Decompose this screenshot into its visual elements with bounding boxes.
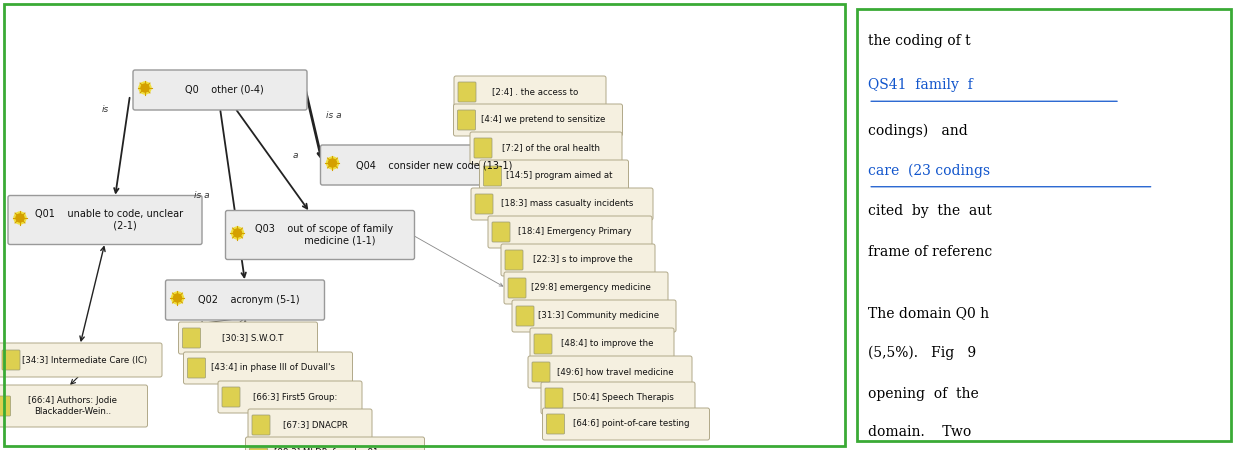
Text: is a: is a [326, 111, 342, 120]
FancyBboxPatch shape [492, 222, 510, 242]
FancyBboxPatch shape [133, 70, 307, 110]
FancyBboxPatch shape [508, 278, 527, 298]
FancyBboxPatch shape [166, 280, 325, 320]
FancyBboxPatch shape [7, 195, 202, 244]
Text: The domain Q0 h: The domain Q0 h [869, 306, 990, 320]
FancyBboxPatch shape [546, 414, 565, 434]
FancyBboxPatch shape [249, 448, 268, 450]
FancyBboxPatch shape [222, 387, 240, 407]
FancyBboxPatch shape [453, 104, 622, 136]
FancyBboxPatch shape [183, 352, 353, 384]
FancyBboxPatch shape [475, 194, 493, 214]
FancyBboxPatch shape [534, 334, 553, 354]
Text: [64:6] point-of-care testing: [64:6] point-of-care testing [572, 419, 689, 428]
Circle shape [171, 292, 183, 304]
Circle shape [141, 84, 149, 92]
FancyBboxPatch shape [2, 350, 20, 370]
Text: codings)   and: codings) and [869, 123, 968, 138]
FancyBboxPatch shape [187, 358, 206, 378]
FancyBboxPatch shape [530, 328, 674, 360]
FancyBboxPatch shape [479, 160, 628, 192]
Text: Q0    other (0-4): Q0 other (0-4) [185, 85, 264, 95]
Text: [14:5] program aimed at: [14:5] program aimed at [506, 171, 612, 180]
FancyBboxPatch shape [225, 211, 415, 260]
FancyBboxPatch shape [541, 382, 695, 414]
Text: [43:4] in phase III of Duvall's: [43:4] in phase III of Duvall's [211, 364, 335, 373]
Text: [31:3] Community medicine: [31:3] Community medicine [539, 311, 659, 320]
Text: [4:4] we pretend to sensitize: [4:4] we pretend to sensitize [481, 116, 605, 125]
Text: domain.    Two: domain. Two [869, 425, 971, 439]
FancyBboxPatch shape [458, 82, 476, 102]
FancyBboxPatch shape [457, 110, 476, 130]
Circle shape [16, 214, 24, 222]
FancyBboxPatch shape [321, 145, 539, 185]
Text: is a: is a [195, 190, 209, 199]
FancyBboxPatch shape [218, 381, 362, 413]
FancyBboxPatch shape [245, 437, 425, 450]
Text: a: a [292, 151, 297, 160]
FancyBboxPatch shape [528, 356, 693, 388]
FancyBboxPatch shape [488, 216, 652, 248]
Text: the coding of t: the coding of t [869, 33, 971, 48]
FancyBboxPatch shape [248, 409, 372, 441]
FancyBboxPatch shape [475, 138, 492, 158]
Text: [66:4] Authors: Jodie
Blackadder-Wein..: [66:4] Authors: Jodie Blackadder-Wein.. [28, 396, 118, 416]
Text: [49:6] how travel medicine: [49:6] how travel medicine [556, 368, 673, 377]
Circle shape [173, 294, 181, 302]
Circle shape [327, 157, 338, 169]
Text: (5,5%).   Fig   9: (5,5%). Fig 9 [869, 346, 976, 360]
Text: [30:3] S.W.O.T: [30:3] S.W.O.T [222, 333, 284, 342]
FancyBboxPatch shape [543, 408, 710, 440]
FancyBboxPatch shape [178, 322, 317, 354]
Text: [18:3] mass casualty incidents: [18:3] mass casualty incidents [501, 199, 633, 208]
Text: [88:3] MLDP, female, 81 years
        old, pr..: [88:3] MLDP, female, 81 years old, pr.. [275, 448, 405, 450]
Text: is: is [102, 105, 109, 114]
Text: [34:3] Intermediate Care (IC): [34:3] Intermediate Care (IC) [22, 356, 147, 364]
Text: [48:4] to improve the: [48:4] to improve the [561, 339, 653, 348]
FancyBboxPatch shape [504, 272, 668, 304]
Circle shape [14, 212, 26, 224]
FancyBboxPatch shape [0, 343, 162, 377]
FancyBboxPatch shape [252, 415, 270, 435]
Circle shape [232, 227, 244, 239]
FancyBboxPatch shape [471, 188, 653, 220]
Circle shape [139, 82, 151, 94]
FancyBboxPatch shape [483, 166, 502, 186]
Circle shape [233, 229, 242, 237]
Text: opening  of  the: opening of the [869, 387, 979, 401]
FancyBboxPatch shape [501, 244, 655, 276]
Text: [7:2] of the oral health: [7:2] of the oral health [502, 144, 600, 153]
FancyBboxPatch shape [0, 396, 10, 416]
FancyBboxPatch shape [515, 306, 534, 326]
Text: QS41  family  f: QS41 family f [869, 78, 973, 93]
FancyBboxPatch shape [532, 362, 550, 382]
Text: [18:4] Emergency Primary: [18:4] Emergency Primary [518, 228, 632, 237]
FancyBboxPatch shape [470, 132, 622, 164]
FancyBboxPatch shape [506, 250, 523, 270]
Text: frame of referenc: frame of referenc [869, 245, 992, 259]
Text: Q01    unable to code, unclear
          (2-1): Q01 unable to code, unclear (2-1) [35, 209, 183, 231]
Text: [50:4] Speech Therapis: [50:4] Speech Therapis [572, 393, 674, 402]
FancyBboxPatch shape [512, 300, 676, 332]
Text: Q04    consider new code (13-1): Q04 consider new code (13-1) [356, 160, 512, 170]
Text: Q02    acronym (5-1): Q02 acronym (5-1) [198, 295, 300, 305]
Text: [66:3] First5 Group:: [66:3] First5 Group: [253, 392, 337, 401]
Text: [29:8] emergency medicine: [29:8] emergency medicine [532, 284, 650, 292]
Text: [2:4] . the access to: [2:4] . the access to [492, 87, 579, 96]
Text: Q03    out of scope of family
          medicine (1-1): Q03 out of scope of family medicine (1-1… [255, 224, 393, 246]
Text: [22:3] s to improve the: [22:3] s to improve the [533, 256, 633, 265]
Text: care  (23 codings: care (23 codings [869, 164, 990, 178]
Circle shape [328, 159, 337, 167]
Text: cited  by  the  aut: cited by the aut [869, 204, 992, 219]
FancyBboxPatch shape [0, 385, 147, 427]
FancyBboxPatch shape [453, 76, 606, 108]
FancyBboxPatch shape [545, 388, 563, 408]
Text: [67:3] DNACPR: [67:3] DNACPR [282, 420, 347, 429]
FancyBboxPatch shape [182, 328, 201, 348]
